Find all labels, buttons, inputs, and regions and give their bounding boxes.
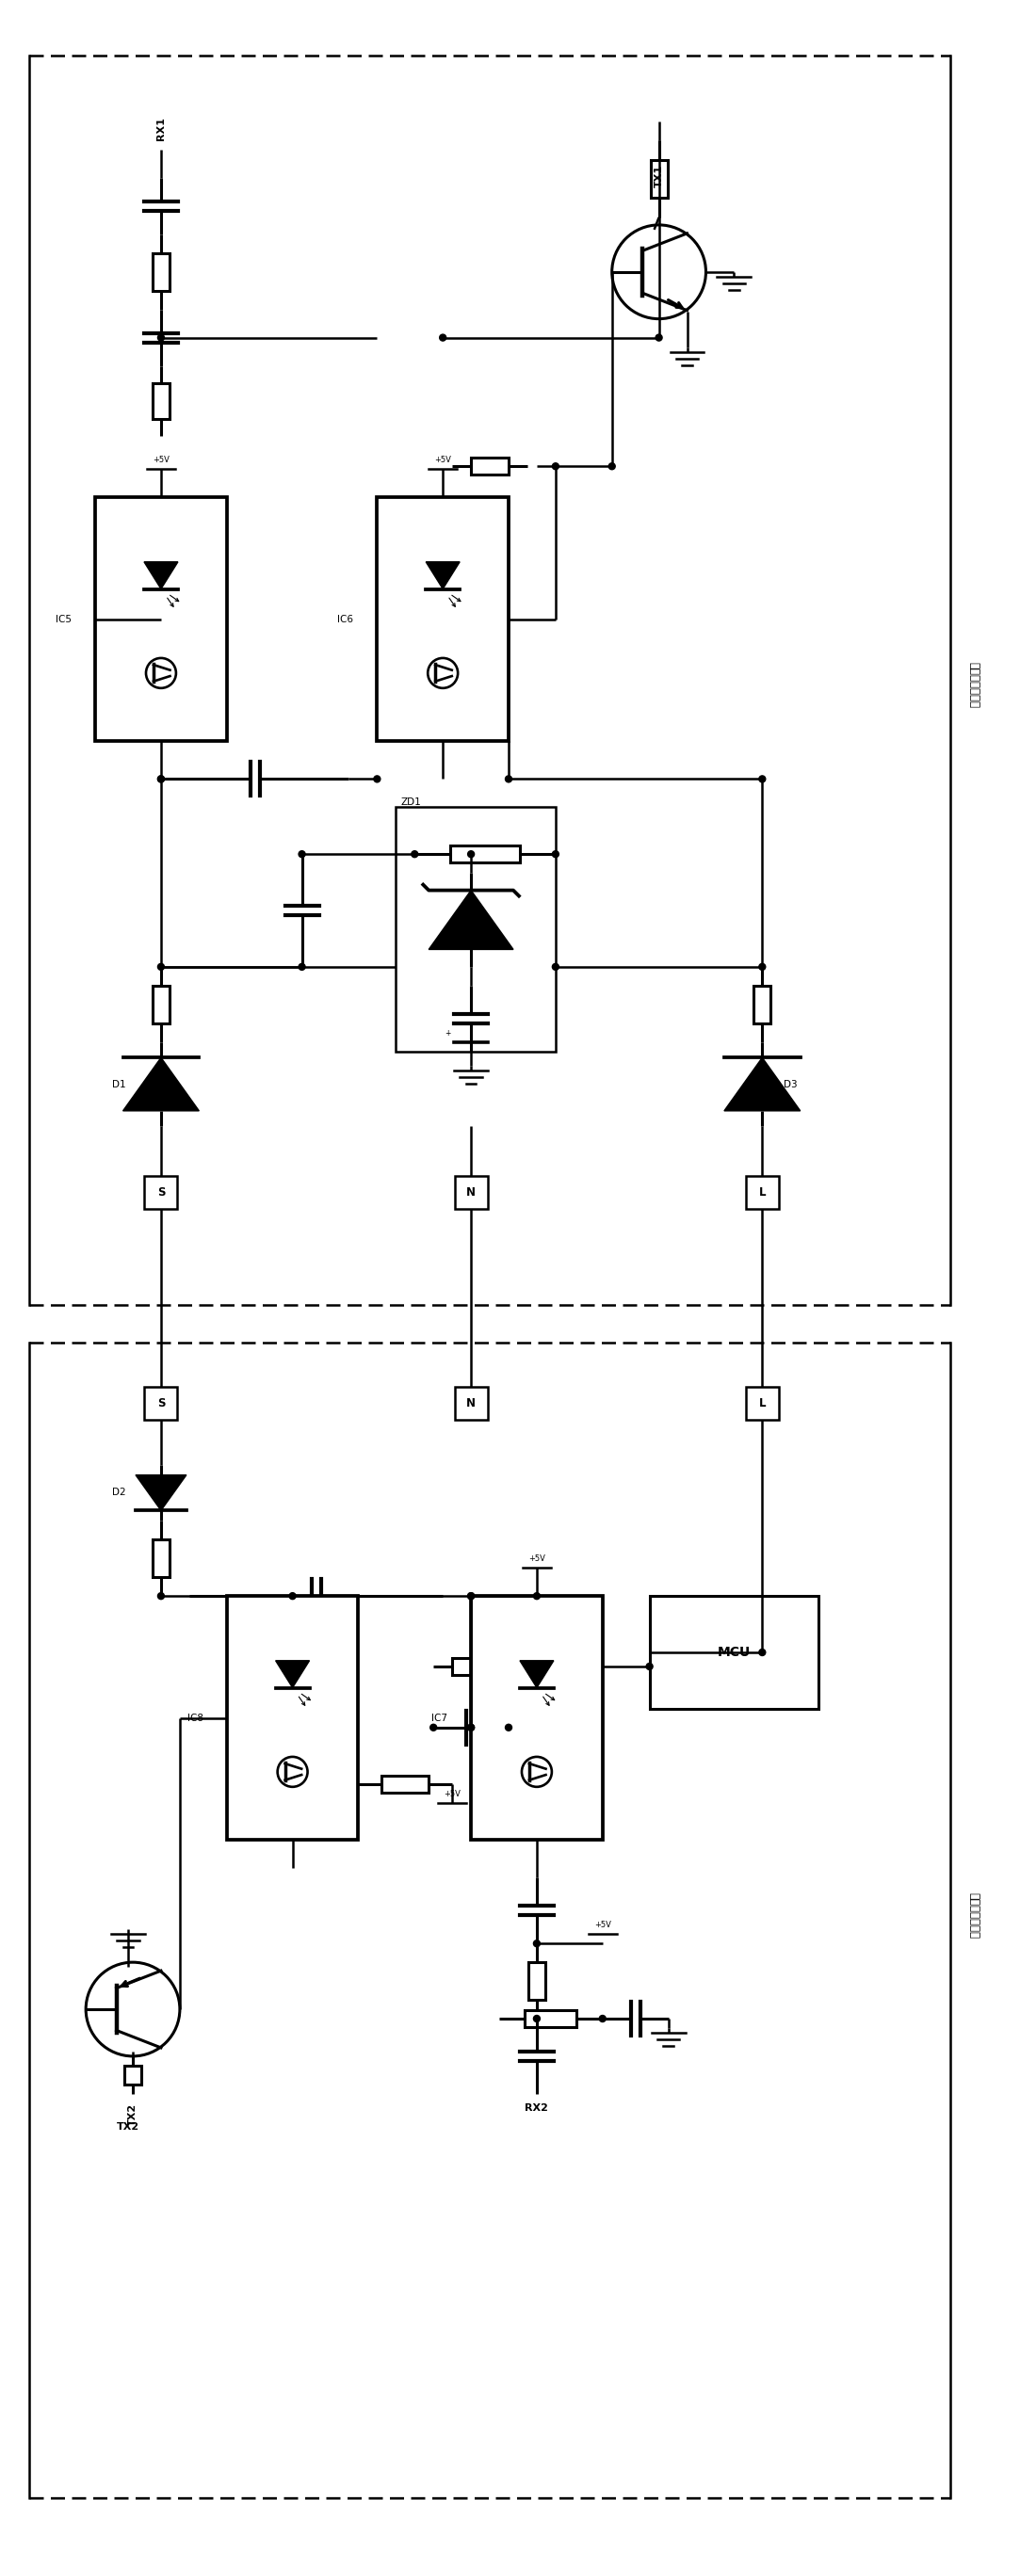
Bar <box>153 1540 169 1577</box>
Circle shape <box>552 464 559 469</box>
Text: S: S <box>157 1185 165 1198</box>
Text: +5V: +5V <box>594 1922 611 1929</box>
Circle shape <box>468 1592 474 1600</box>
Circle shape <box>468 850 474 858</box>
Circle shape <box>373 775 380 783</box>
Bar <box>124 2066 142 2084</box>
Text: D1: D1 <box>112 1079 125 1090</box>
Circle shape <box>158 775 164 783</box>
Text: +5V: +5V <box>444 1790 461 1798</box>
Bar <box>455 1386 488 1419</box>
Bar <box>153 384 169 420</box>
Circle shape <box>533 1592 540 1600</box>
Polygon shape <box>724 1059 801 1110</box>
Circle shape <box>468 1723 474 1731</box>
Circle shape <box>411 850 418 858</box>
Circle shape <box>505 1723 512 1731</box>
Text: +5V: +5V <box>528 1556 546 1564</box>
Text: +5V: +5V <box>153 456 169 464</box>
Text: D3: D3 <box>783 1079 798 1090</box>
Bar <box>226 1597 358 1839</box>
Polygon shape <box>428 891 513 951</box>
Circle shape <box>647 1664 653 1669</box>
Circle shape <box>468 1592 474 1600</box>
Text: IC5: IC5 <box>56 616 71 623</box>
Circle shape <box>158 1592 164 1600</box>
Polygon shape <box>123 1059 199 1110</box>
Circle shape <box>430 1723 437 1731</box>
Text: ZD1: ZD1 <box>401 799 421 806</box>
Circle shape <box>552 850 559 858</box>
Bar <box>145 1175 177 1208</box>
Bar <box>95 497 226 742</box>
Bar <box>153 987 169 1023</box>
Circle shape <box>440 335 446 340</box>
Circle shape <box>759 1649 766 1656</box>
Circle shape <box>158 335 164 340</box>
Bar <box>450 845 520 863</box>
Text: +5V: +5V <box>435 456 451 464</box>
Bar <box>452 1659 490 1674</box>
Bar <box>746 1386 778 1419</box>
Bar <box>525 2009 576 2027</box>
Text: MCU: MCU <box>717 1646 751 1659</box>
Bar <box>754 987 771 1023</box>
Circle shape <box>299 963 305 971</box>
Text: S: S <box>157 1396 165 1409</box>
Text: RX2: RX2 <box>525 2102 549 2112</box>
Circle shape <box>609 464 615 469</box>
Bar <box>471 1597 603 1839</box>
Circle shape <box>290 1592 296 1600</box>
Circle shape <box>759 775 766 783</box>
Polygon shape <box>136 1476 187 1510</box>
Text: +: + <box>445 1028 451 1038</box>
Bar <box>746 1175 778 1208</box>
Circle shape <box>468 1723 474 1731</box>
Circle shape <box>552 963 559 971</box>
Polygon shape <box>275 1662 309 1687</box>
Text: IC8: IC8 <box>188 1713 203 1723</box>
Bar <box>381 1775 428 1793</box>
Text: L: L <box>759 1185 766 1198</box>
Circle shape <box>299 850 305 858</box>
Text: L: L <box>759 1396 766 1409</box>
Bar <box>650 1597 819 1708</box>
Text: TX2: TX2 <box>129 2102 138 2125</box>
Bar <box>396 806 556 1051</box>
Text: D2: D2 <box>112 1489 125 1497</box>
Circle shape <box>505 775 512 783</box>
Bar <box>528 1963 546 1999</box>
Text: N: N <box>466 1396 475 1409</box>
Polygon shape <box>144 562 177 590</box>
Circle shape <box>599 2014 606 2022</box>
Text: N: N <box>466 1185 475 1198</box>
Bar <box>377 497 509 742</box>
Bar <box>153 252 169 291</box>
Text: IC7: IC7 <box>431 1713 448 1723</box>
Circle shape <box>158 963 164 971</box>
Circle shape <box>759 963 766 971</box>
Text: TX2: TX2 <box>116 2123 140 2130</box>
Bar <box>471 459 509 474</box>
Bar <box>651 160 667 198</box>
Text: TX1: TX1 <box>654 165 664 188</box>
Circle shape <box>533 1940 540 1947</box>
Circle shape <box>158 775 164 783</box>
Bar <box>455 1175 488 1208</box>
Text: IC6: IC6 <box>338 616 354 623</box>
Circle shape <box>533 2014 540 2022</box>
Text: RX1: RX1 <box>156 116 165 142</box>
Bar <box>145 1386 177 1419</box>
Text: 室内側通讯电路: 室内側通讯电路 <box>968 662 980 708</box>
Polygon shape <box>520 1662 554 1687</box>
Polygon shape <box>426 562 460 590</box>
Circle shape <box>656 335 662 340</box>
Text: 室外側通讯电路: 室外側通讯电路 <box>968 1893 980 1937</box>
